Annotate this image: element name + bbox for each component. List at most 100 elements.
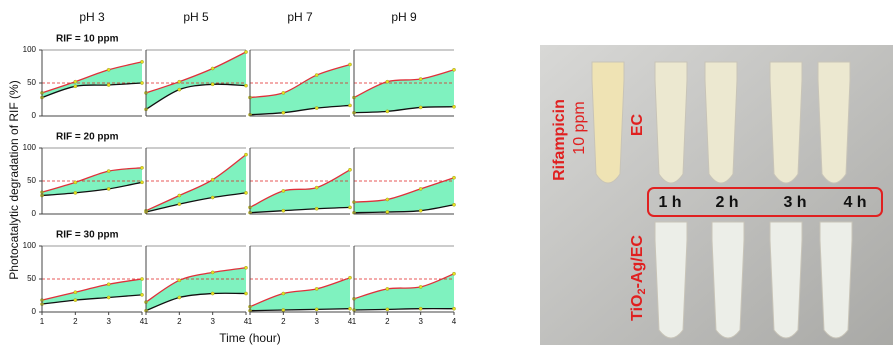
y-tick-label: 0 — [32, 111, 37, 120]
series-line — [145, 292, 247, 312]
series-line — [353, 204, 455, 214]
point — [73, 191, 78, 195]
x-tick-label: 4 — [348, 317, 353, 326]
point — [385, 197, 390, 202]
point — [452, 175, 456, 180]
row-title: RIF = 10 ppm — [56, 34, 119, 45]
point — [314, 73, 319, 77]
point — [281, 208, 286, 213]
point — [244, 83, 248, 88]
row-title: RIF = 30 ppm — [56, 230, 119, 241]
point — [314, 185, 319, 190]
catalyst-label: TiO2-Ag/EC — [629, 235, 648, 321]
series-line — [41, 167, 143, 193]
point — [73, 79, 78, 84]
point — [385, 287, 390, 291]
point — [244, 291, 248, 296]
row-title: RIF = 20 ppm — [56, 132, 119, 143]
series-line — [249, 63, 351, 99]
concentration-label: 10 ppm — [571, 101, 588, 154]
panel — [352, 147, 456, 215]
y-tick-label: 100 — [23, 143, 37, 152]
point — [281, 291, 286, 296]
point — [140, 81, 144, 85]
x-tick-label: 2 — [385, 317, 390, 326]
point — [281, 110, 286, 115]
point — [73, 298, 78, 302]
point — [281, 308, 286, 312]
x-tick-label: 2 — [281, 317, 286, 326]
point — [244, 50, 248, 54]
series-line — [145, 192, 247, 213]
column-title: pH 9 — [391, 10, 417, 24]
point — [314, 287, 319, 291]
time-label: 4 h — [843, 194, 866, 211]
point — [210, 66, 215, 71]
series-line — [249, 169, 351, 208]
panel — [248, 147, 352, 215]
point — [106, 68, 111, 72]
point — [244, 191, 248, 195]
panel — [144, 147, 248, 215]
series-line — [41, 278, 143, 301]
catalyst-rest: -Ag/EC — [629, 235, 646, 289]
point — [418, 285, 423, 289]
point — [385, 109, 390, 114]
point — [140, 293, 144, 297]
series-line — [353, 106, 455, 114]
point — [177, 193, 182, 198]
series-line — [145, 154, 247, 212]
panel — [352, 49, 456, 117]
point — [244, 265, 248, 270]
band-fill — [250, 277, 350, 311]
point — [177, 87, 182, 92]
y-axis-label: Photocatalytic degradation of RIF (%) — [7, 80, 21, 279]
series-line — [145, 267, 247, 303]
x-tick-label: 3 — [106, 317, 111, 326]
point — [281, 189, 286, 193]
y-tick-label: 50 — [27, 78, 36, 87]
x-tick-label: 3 — [418, 317, 423, 326]
column-title: pH 5 — [183, 10, 209, 24]
photo: Rifampicin 10 ppm EC 1 h 2 h 3 h 4 h TiO… — [540, 45, 893, 345]
panel: 0 50 100 1 2 3 4 — [23, 241, 145, 326]
point — [177, 278, 182, 283]
point — [177, 295, 182, 300]
point — [73, 180, 78, 185]
band-fill — [42, 279, 142, 305]
x-tick-label: 2 — [73, 317, 78, 326]
panel: 1 2 3 4 — [352, 245, 457, 326]
panel: 0 50 100 — [23, 143, 144, 218]
series-line — [145, 51, 247, 94]
series-line — [353, 308, 455, 311]
x-tick-label: 3 — [210, 317, 215, 326]
column-title: pH 3 — [79, 10, 105, 24]
series-line — [145, 83, 247, 110]
series-line — [249, 104, 351, 116]
x-tick-label: 2 — [177, 317, 182, 326]
point — [348, 205, 352, 210]
point — [452, 104, 456, 109]
series-line — [249, 206, 351, 214]
x-tick-label: 3 — [314, 317, 319, 326]
panel — [144, 49, 248, 117]
point — [106, 295, 111, 300]
y-tick-label: 100 — [23, 45, 37, 54]
panel: 1 2 3 4 — [248, 245, 353, 326]
point — [106, 169, 111, 173]
point — [210, 291, 215, 296]
column-title: pH 7 — [287, 10, 313, 24]
point — [140, 165, 144, 170]
point — [210, 270, 215, 275]
y-tick-label: 50 — [27, 176, 36, 185]
point — [210, 82, 215, 87]
point — [140, 277, 144, 281]
band-fill — [354, 69, 454, 113]
point — [385, 210, 390, 214]
series-line — [41, 181, 143, 197]
point — [452, 271, 456, 276]
band-fill — [146, 51, 246, 110]
point — [418, 208, 423, 213]
series-line — [353, 69, 455, 99]
